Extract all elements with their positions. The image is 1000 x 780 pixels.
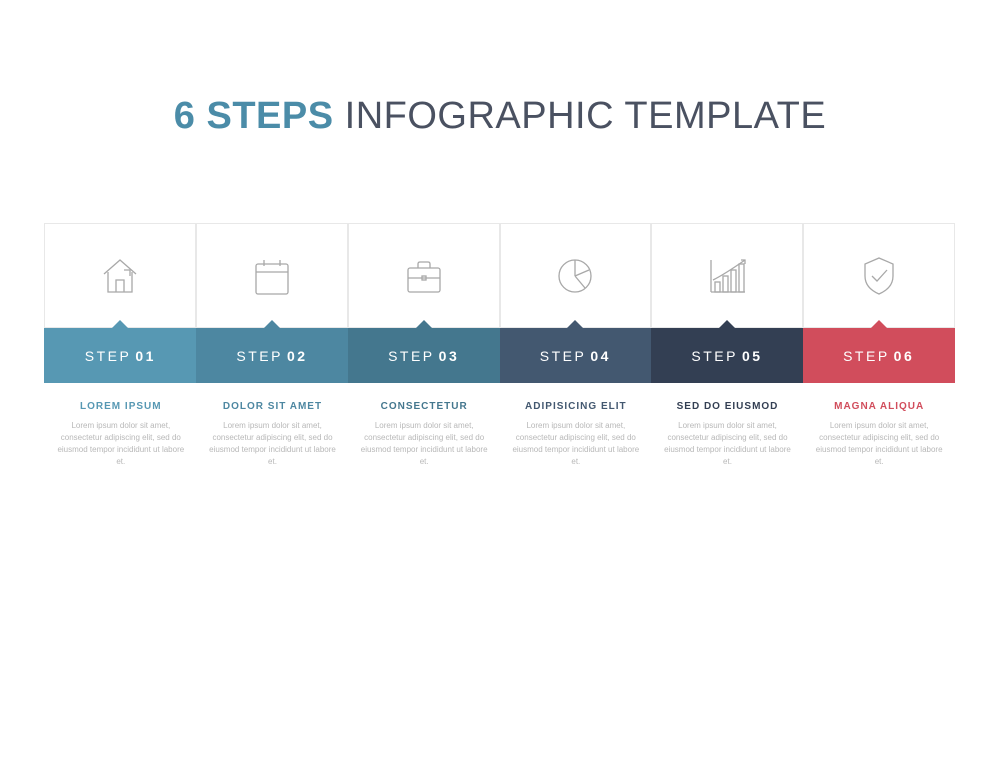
calendar-icon (196, 223, 348, 328)
step-description: Lorem ipsum dolor sit amet, consectetur … (652, 420, 804, 468)
step-description: Lorem ipsum dolor sit amet, consectetur … (500, 420, 652, 468)
step-title: DOLOR SIT AMET (197, 401, 349, 412)
step-title: SED DO EIUSMOD (652, 401, 804, 412)
step-label-prefix: STEP (540, 348, 587, 364)
steps-row: STEP01LOREM IPSUMLorem ipsum dolor sit a… (0, 223, 1000, 468)
step-title: CONSECTETUR (348, 401, 500, 412)
step-label-num: 06 (894, 348, 915, 364)
step-label: STEP06 (803, 328, 955, 383)
step-label-prefix: STEP (85, 348, 132, 364)
step-label-prefix: STEP (843, 348, 890, 364)
step-description: Lorem ipsum dolor sit amet, consectetur … (348, 420, 500, 468)
step-label-num: 01 (135, 348, 156, 364)
step-label: STEP03 (348, 328, 500, 383)
step-label-prefix: STEP (388, 348, 435, 364)
step-2: STEP02 DOLOR SIT AMET Lorem ipsum dolor si… (197, 223, 349, 468)
step-label: STEP04 (500, 328, 652, 383)
pie-chart-icon (500, 223, 652, 328)
step-label-num: 02 (287, 348, 308, 364)
step-title: ADIPISICING ELIT (500, 401, 652, 412)
step-label-prefix: STEP (236, 348, 283, 364)
step-6: STEP06 MAGNA ALIQUA Lorem ipsum dolor sit … (803, 223, 955, 468)
step-label: STEP02 (196, 328, 348, 383)
step-label-num: 05 (742, 348, 763, 364)
step-title: LOREM IPSUM (45, 401, 197, 412)
title-prefix: 6 STEPS (174, 95, 334, 137)
step-label: STEP01 (44, 328, 196, 383)
bar-chart-icon (651, 223, 803, 328)
step-description: Lorem ipsum dolor sit amet, consectetur … (197, 420, 349, 468)
step-description: Lorem ipsum dolor sit amet, consectetur … (803, 420, 955, 468)
page-title: 6 STEPS INFOGRAPHIC TEMPLATE (0, 0, 1000, 138)
step-label-num: 03 (439, 348, 460, 364)
step-label-num: 04 (590, 348, 611, 364)
step-label-prefix: STEP (691, 348, 738, 364)
step-title: MAGNA ALIQUA (803, 401, 955, 412)
step-3: STEP03 CONSECTETUR Lorem ipsum dolor sit a… (348, 223, 500, 468)
step-label: STEP05 (651, 328, 803, 383)
step-1: STEP01 LOREM IPSUM Lorem ipsum dolor sit a… (45, 223, 197, 468)
house-icon (44, 223, 196, 328)
step-description: Lorem ipsum dolor sit amet, consectetur … (45, 420, 197, 468)
title-suffix: INFOGRAPHIC TEMPLATE (345, 95, 827, 137)
shield-check-icon (803, 223, 955, 328)
briefcase-icon (348, 223, 500, 328)
step-4: STEP04 ADIPISICING ELIT Lorem ipsum dolor … (500, 223, 652, 468)
step-5: STEP05 SED DO EIUSMOD Lorem ipsum dolor si… (652, 223, 804, 468)
